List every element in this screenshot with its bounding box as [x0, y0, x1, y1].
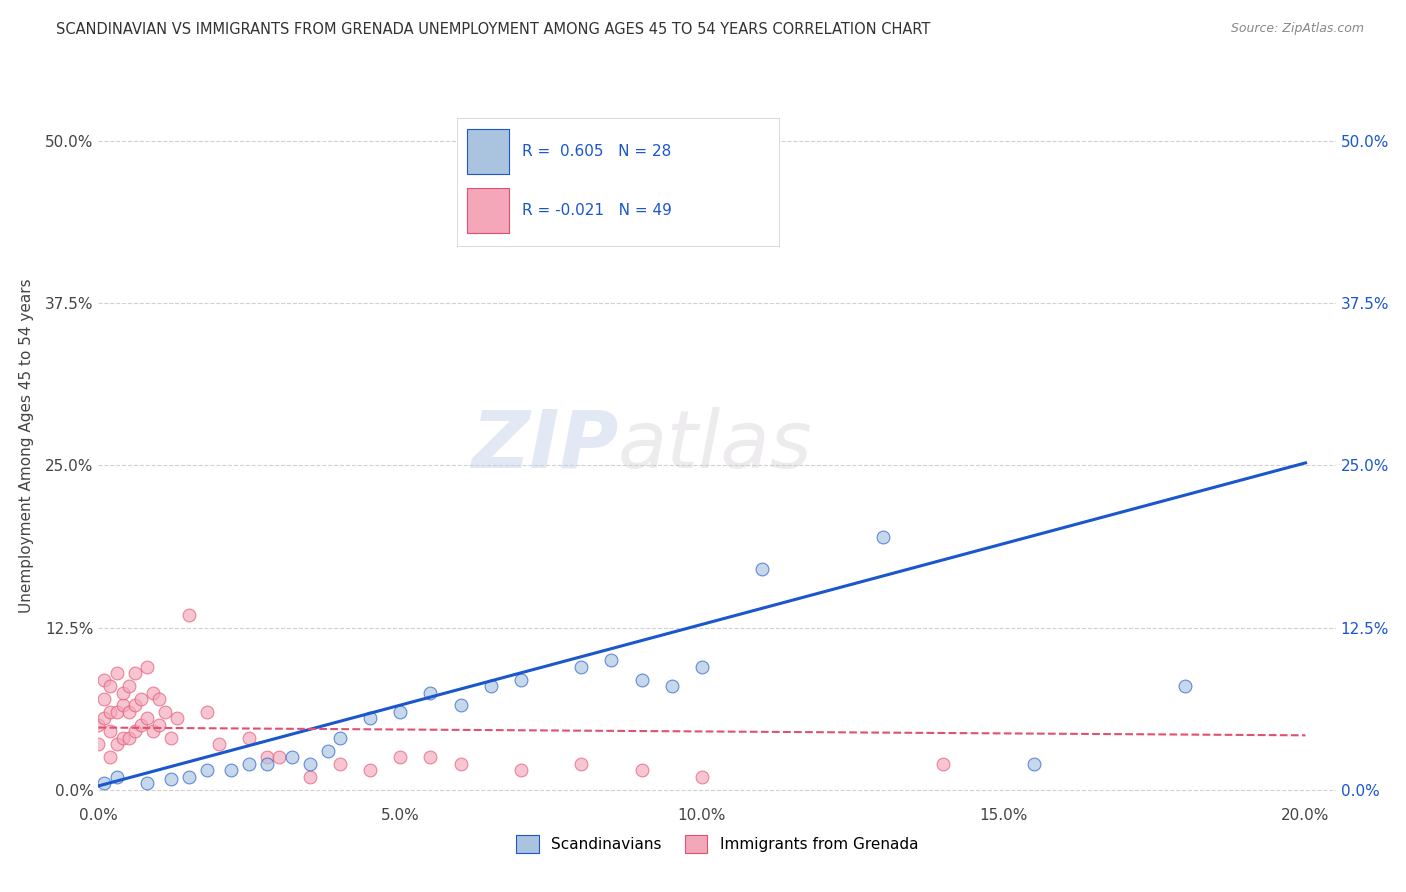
Point	[93, 711, 115, 725]
Point	[100, 705, 122, 719]
Point	[117, 731, 139, 745]
Point	[105, 666, 128, 681]
Point	[1174, 679, 1197, 693]
Legend: Scandinavians, Immigrants from Grenada: Scandinavians, Immigrants from Grenada	[510, 829, 924, 859]
Point	[329, 731, 352, 745]
Point	[389, 705, 412, 719]
Point	[872, 530, 894, 544]
Point	[195, 705, 218, 719]
Point	[661, 679, 683, 693]
Point	[569, 756, 592, 771]
Point	[129, 692, 152, 706]
Point	[280, 750, 302, 764]
Point	[117, 679, 139, 693]
Point	[329, 756, 352, 771]
Point	[419, 750, 441, 764]
Point	[177, 770, 200, 784]
Point	[219, 764, 242, 778]
Point	[208, 738, 231, 752]
Point	[148, 692, 170, 706]
Point	[93, 776, 115, 790]
Point	[298, 756, 321, 771]
Text: SCANDINAVIAN VS IMMIGRANTS FROM GRENADA UNEMPLOYMENT AMONG AGES 45 TO 54 YEARS C: SCANDINAVIAN VS IMMIGRANTS FROM GRENADA …	[56, 22, 931, 37]
Point	[359, 764, 381, 778]
Point	[690, 659, 713, 673]
Text: atlas: atlas	[619, 407, 813, 485]
Point	[100, 679, 122, 693]
Point	[111, 731, 134, 745]
Point	[389, 750, 412, 764]
Point	[509, 673, 531, 687]
Point	[105, 705, 128, 719]
Point	[509, 764, 531, 778]
Point	[177, 607, 200, 622]
Point	[142, 685, 165, 699]
Point	[450, 756, 472, 771]
Point	[87, 738, 110, 752]
Point	[135, 711, 157, 725]
Point	[135, 776, 157, 790]
Point	[1022, 756, 1045, 771]
Point	[479, 679, 502, 693]
Y-axis label: Unemployment Among Ages 45 to 54 years: Unemployment Among Ages 45 to 54 years	[18, 278, 34, 614]
Point	[751, 562, 773, 576]
Point	[142, 724, 165, 739]
Point	[269, 750, 291, 764]
Point	[256, 750, 278, 764]
Point	[87, 718, 110, 732]
Point	[93, 692, 115, 706]
Point	[238, 731, 260, 745]
Point	[630, 673, 652, 687]
Point	[359, 711, 381, 725]
Point	[148, 718, 170, 732]
Point	[450, 698, 472, 713]
Point	[569, 659, 592, 673]
Point	[105, 738, 128, 752]
Point	[124, 666, 146, 681]
Point	[256, 756, 278, 771]
Point	[298, 770, 321, 784]
Point	[160, 731, 183, 745]
Point	[124, 698, 146, 713]
Point	[600, 653, 623, 667]
Point	[100, 750, 122, 764]
Point	[932, 756, 955, 771]
Point	[93, 673, 115, 687]
Point	[135, 659, 157, 673]
Point	[419, 685, 441, 699]
Point	[153, 705, 176, 719]
Point	[117, 705, 139, 719]
Point	[105, 770, 128, 784]
Point	[100, 724, 122, 739]
Point	[129, 718, 152, 732]
Point	[111, 698, 134, 713]
Point	[160, 772, 183, 787]
Text: ZIP: ZIP	[471, 407, 619, 485]
Text: Source: ZipAtlas.com: Source: ZipAtlas.com	[1230, 22, 1364, 36]
Point	[166, 711, 188, 725]
Point	[124, 724, 146, 739]
Point	[316, 744, 339, 758]
Point	[238, 756, 260, 771]
Point	[195, 764, 218, 778]
Point	[630, 764, 652, 778]
Point	[690, 770, 713, 784]
Point	[111, 685, 134, 699]
